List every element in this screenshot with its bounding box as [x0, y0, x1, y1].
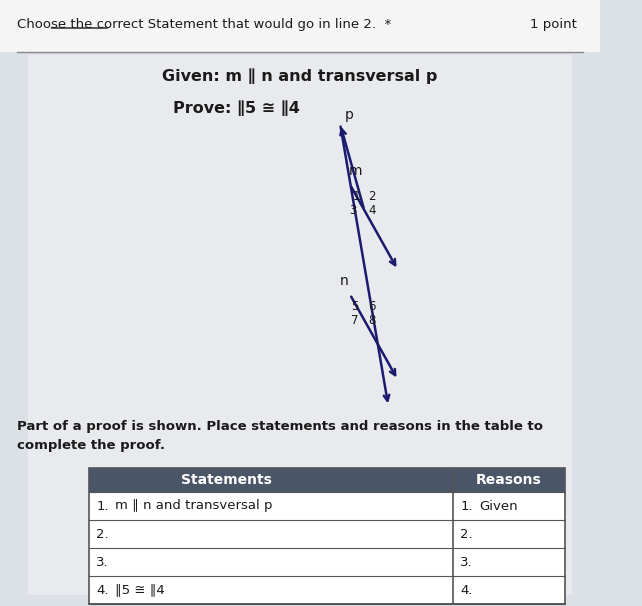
Text: 1.: 1. — [96, 499, 109, 513]
Text: m: m — [349, 164, 362, 178]
Text: 3.: 3. — [96, 556, 109, 568]
Text: ∥5 ≅ ∥4: ∥5 ≅ ∥4 — [115, 584, 164, 596]
Text: Prove: ∥5 ≅ ∥4: Prove: ∥5 ≅ ∥4 — [173, 100, 300, 116]
Text: 7: 7 — [351, 314, 359, 327]
Text: Given: m ∥ n and transversal p: Given: m ∥ n and transversal p — [162, 68, 437, 84]
Text: 2: 2 — [368, 190, 376, 203]
Text: Given: Given — [479, 499, 517, 513]
Text: 5: 5 — [351, 300, 358, 313]
Text: 2.: 2. — [96, 527, 109, 541]
Text: Reasons: Reasons — [476, 473, 542, 487]
Text: 3: 3 — [349, 204, 357, 217]
Text: n: n — [340, 273, 348, 288]
FancyBboxPatch shape — [89, 468, 565, 492]
Text: Statements: Statements — [181, 473, 272, 487]
Text: m ∥ n and transversal p: m ∥ n and transversal p — [115, 499, 272, 513]
Text: 4.: 4. — [96, 584, 108, 596]
FancyBboxPatch shape — [0, 0, 600, 52]
Text: 1 point: 1 point — [530, 18, 577, 31]
Text: 8: 8 — [368, 314, 376, 327]
Text: Choose the correct Statement that would go in line 2.  *: Choose the correct Statement that would … — [17, 18, 391, 31]
Text: 4.: 4. — [460, 584, 473, 596]
Text: 2.: 2. — [460, 527, 473, 541]
Text: 1.: 1. — [460, 499, 473, 513]
Text: p: p — [345, 108, 354, 122]
Text: 1: 1 — [353, 190, 361, 203]
FancyBboxPatch shape — [28, 55, 571, 595]
Text: 3.: 3. — [460, 556, 473, 568]
Text: Part of a proof is shown. Place statements and reasons in the table to
complete : Part of a proof is shown. Place statemen… — [17, 420, 543, 452]
Text: 4: 4 — [368, 204, 376, 217]
Text: 6: 6 — [368, 300, 376, 313]
FancyBboxPatch shape — [89, 468, 565, 604]
